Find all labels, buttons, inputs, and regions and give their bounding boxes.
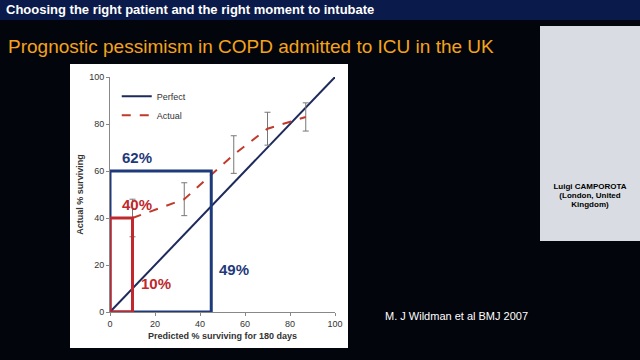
html-text:Luigi CAMPOROTA (London, Unite: Luigi CAMPOROTA (London, United Kingdom) — [553, 182, 627, 209]
svg-text:Actual % surviving: Actual % surviving — [75, 154, 85, 235]
svg-text:62%: 62% — [122, 149, 152, 166]
svg-text:60: 60 — [94, 166, 104, 176]
svg-text:100: 100 — [327, 319, 342, 329]
svg-text:0: 0 — [99, 307, 104, 317]
svg-text:100: 100 — [89, 72, 104, 82]
svg-text:10%: 10% — [141, 275, 171, 292]
svg-text:Perfect: Perfect — [157, 92, 186, 102]
svg-text:Predicted % surviving for 180: Predicted % surviving for 180 days — [148, 331, 297, 341]
svg-text:40%: 40% — [122, 196, 152, 213]
svg-text:80: 80 — [285, 319, 295, 329]
svg-text:0: 0 — [107, 319, 112, 329]
svg-text:40: 40 — [94, 213, 104, 223]
svg-text:49%: 49% — [219, 261, 249, 278]
svg-text:20: 20 — [150, 319, 160, 329]
svg-text:60: 60 — [240, 319, 250, 329]
html-text:Prognostic pessimism in COPD a: Prognostic pessimism in COPD admitted to… — [8, 36, 494, 57]
html-text:Choosing the right patient and: Choosing the right patient and the right… — [6, 2, 375, 17]
svg-text:20: 20 — [94, 260, 104, 270]
svg-text:80: 80 — [94, 119, 104, 129]
html-text:M. J Wildman et al BMJ 2007: M. J Wildman et al BMJ 2007 — [385, 310, 529, 322]
svg-text:Actual: Actual — [157, 111, 182, 121]
svg-text:40: 40 — [195, 319, 205, 329]
